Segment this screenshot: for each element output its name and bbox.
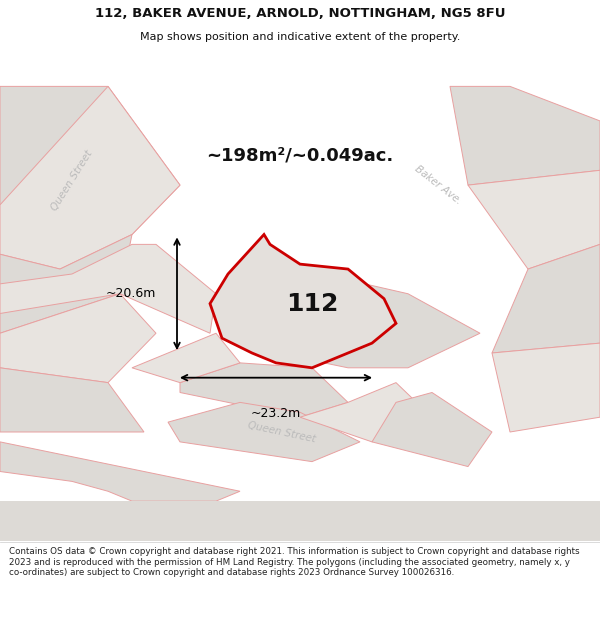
Polygon shape bbox=[468, 170, 600, 269]
Polygon shape bbox=[0, 244, 216, 333]
Text: 112: 112 bbox=[286, 292, 338, 316]
Text: ~198m²/~0.049ac.: ~198m²/~0.049ac. bbox=[206, 146, 394, 164]
Polygon shape bbox=[0, 368, 144, 432]
Polygon shape bbox=[372, 392, 492, 466]
Polygon shape bbox=[0, 86, 180, 234]
Polygon shape bbox=[492, 343, 600, 432]
Polygon shape bbox=[0, 294, 156, 382]
Text: ~20.6m: ~20.6m bbox=[106, 288, 156, 300]
Polygon shape bbox=[0, 234, 132, 333]
Text: Queen Street: Queen Street bbox=[247, 420, 317, 444]
Polygon shape bbox=[276, 269, 480, 368]
Text: Baker Ave.: Baker Ave. bbox=[413, 164, 463, 206]
Polygon shape bbox=[168, 402, 360, 462]
Text: Contains OS data © Crown copyright and database right 2021. This information is : Contains OS data © Crown copyright and d… bbox=[9, 548, 580, 577]
Polygon shape bbox=[180, 363, 348, 418]
Polygon shape bbox=[0, 442, 240, 501]
Polygon shape bbox=[492, 244, 600, 353]
Text: Queen Street: Queen Street bbox=[49, 148, 95, 213]
Text: Map shows position and indicative extent of the property.: Map shows position and indicative extent… bbox=[140, 31, 460, 41]
Polygon shape bbox=[450, 86, 600, 185]
Text: ~23.2m: ~23.2m bbox=[251, 408, 301, 420]
Text: 112, BAKER AVENUE, ARNOLD, NOTTINGHAM, NG5 8FU: 112, BAKER AVENUE, ARNOLD, NOTTINGHAM, N… bbox=[95, 7, 505, 19]
Polygon shape bbox=[0, 86, 180, 269]
Polygon shape bbox=[132, 333, 240, 382]
Polygon shape bbox=[300, 382, 432, 442]
Polygon shape bbox=[210, 234, 396, 368]
Polygon shape bbox=[0, 501, 600, 541]
